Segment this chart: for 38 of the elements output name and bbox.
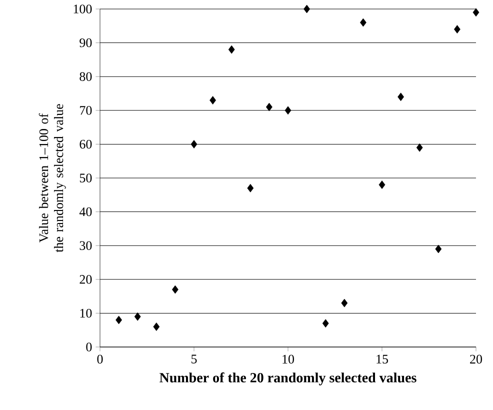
point bbox=[472, 8, 480, 17]
y-tick-label: 50 bbox=[80, 174, 92, 182]
x-tick-label: 5 bbox=[192, 354, 197, 364]
y-tick-label: 80 bbox=[80, 72, 92, 81]
point bbox=[435, 244, 442, 254]
y-tick-label: 0 bbox=[86, 342, 92, 352]
y-tick-label: 20 bbox=[80, 275, 92, 284]
point bbox=[322, 319, 329, 328]
point bbox=[172, 285, 178, 294]
y-tick-label: 70 bbox=[80, 106, 92, 115]
point bbox=[153, 322, 160, 331]
x-tick-label: 20 bbox=[470, 354, 482, 364]
x-tick-label: 0 bbox=[97, 354, 103, 364]
point bbox=[247, 184, 254, 192]
x-axis-title: Number of the 20 randomly selected values bbox=[160, 372, 416, 386]
y-tick-label: 90 bbox=[80, 38, 92, 48]
point bbox=[134, 312, 141, 321]
point bbox=[116, 316, 122, 324]
point bbox=[228, 45, 235, 54]
point bbox=[190, 140, 198, 148]
y-tick-label: 60 bbox=[80, 140, 92, 149]
x-tick-label: 10 bbox=[282, 354, 294, 364]
point bbox=[284, 106, 292, 115]
point bbox=[398, 92, 404, 102]
point bbox=[341, 298, 348, 308]
point bbox=[416, 143, 423, 152]
point bbox=[210, 96, 216, 104]
y-axis-title: Value between 1–100 of the randomly selected value bbox=[38, 104, 66, 252]
point bbox=[360, 18, 366, 27]
point bbox=[454, 25, 460, 34]
y-tick-label: 30 bbox=[80, 241, 92, 250]
y-tick-label: 40 bbox=[79, 207, 92, 216]
y-tick-label: 100 bbox=[74, 4, 92, 14]
point bbox=[304, 4, 310, 14]
point bbox=[378, 180, 386, 189]
y-tick-label: 10 bbox=[80, 308, 92, 318]
x-tick-label: 15 bbox=[376, 354, 388, 364]
point bbox=[266, 102, 272, 112]
